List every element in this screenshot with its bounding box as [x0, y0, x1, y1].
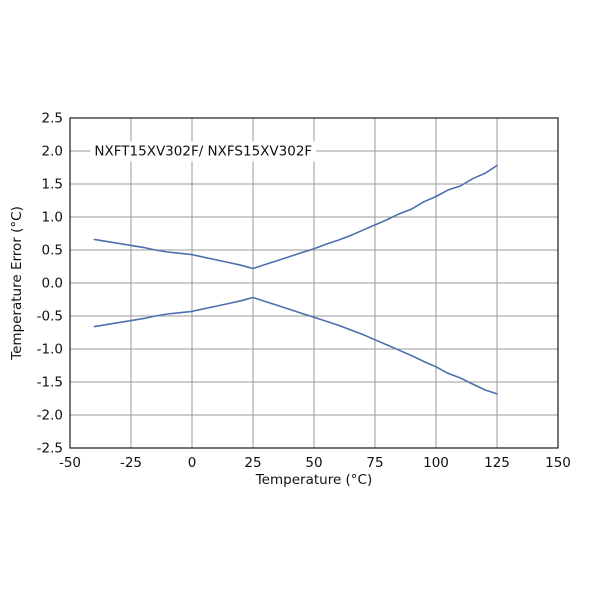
x-tick-label: 0 [188, 455, 197, 471]
x-axis-title: Temperature (°C) [255, 472, 373, 488]
y-tick-label: -0.5 [37, 309, 63, 325]
series-line-upper [93, 164, 498, 270]
x-tick-label: -50 [59, 455, 81, 471]
y-axis-title: Temperature Error (°C) [9, 206, 25, 361]
x-tick-label: -25 [120, 455, 142, 471]
x-tick-label: 100 [423, 455, 449, 471]
y-tick-label: 0.0 [42, 276, 63, 292]
series-annotation: NXFT15XV302F/ NXFS15XV302F [94, 144, 312, 160]
x-tick-label: 25 [244, 455, 261, 471]
x-tick-label: 50 [305, 455, 322, 471]
y-tick-label: 1.5 [42, 177, 63, 193]
series-line-lower [93, 296, 498, 395]
y-tick-label: -2.0 [37, 408, 63, 424]
gridlines-layer [69, 117, 559, 449]
y-tick-label: 0.5 [42, 243, 63, 259]
series-layer [93, 164, 498, 395]
y-tick-label: -2.5 [37, 441, 63, 457]
y-tick-label: -1.0 [37, 342, 63, 358]
annotation-backing [90, 141, 317, 162]
x-tick-label: 125 [484, 455, 510, 471]
y-tick-label: 2.5 [42, 111, 63, 127]
tick-labels-layer: -50 -25 0 25 50 75 100 125 150 2.5 2.0 1.5 1.0 0.5 0.0… [37, 111, 571, 472]
y-tick-label: 2.0 [42, 144, 63, 160]
x-tick-label: 150 [545, 455, 571, 471]
annotation-layer: NXFT15XV302F/ NXFS15XV302F [90, 141, 317, 162]
y-tick-label: 1.0 [42, 210, 63, 226]
x-tick-label: 75 [366, 455, 383, 471]
y-tick-label: -1.5 [37, 375, 63, 391]
plot-border [69, 117, 559, 449]
